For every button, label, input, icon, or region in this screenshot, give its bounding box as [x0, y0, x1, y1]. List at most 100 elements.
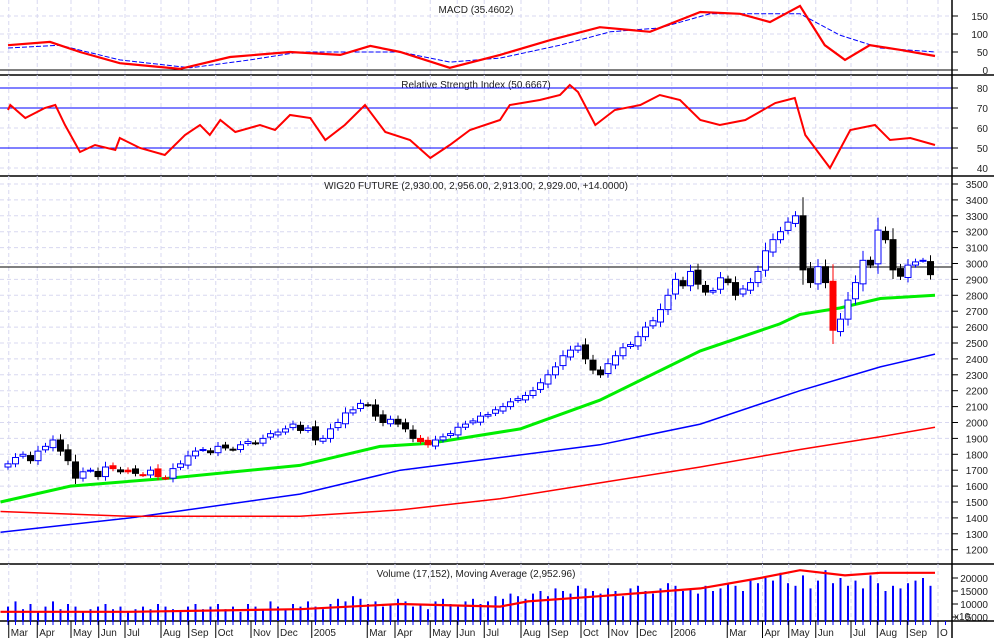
candle-body: [807, 268, 814, 284]
candle-body: [394, 418, 402, 425]
candle-body: [829, 280, 837, 331]
volume-bar: [389, 604, 392, 621]
volume-bar: [787, 583, 789, 621]
candle-body: [87, 469, 94, 472]
candle-body: [327, 428, 334, 439]
candle-body: [589, 359, 597, 371]
candle-body: [679, 280, 687, 287]
candle-body: [799, 215, 807, 271]
candle-body: [64, 449, 72, 462]
y-tick-label: 50: [977, 48, 989, 59]
y-tick-label: 3100: [966, 244, 989, 255]
volume-bar: [862, 588, 864, 621]
candle-body: [889, 239, 897, 271]
macd-title: MACD (35.4602): [438, 5, 513, 16]
volume-bar: [659, 588, 662, 621]
candle-body: [694, 269, 702, 285]
volume-bar: [907, 583, 909, 621]
candle-body: [42, 445, 49, 451]
candle-body: [739, 288, 747, 295]
candle-body: [439, 436, 447, 441]
volume-bar: [644, 591, 647, 621]
volume-bar: [7, 606, 9, 621]
volume-bar: [637, 585, 639, 621]
volume-bar: [517, 596, 519, 621]
candle-body: [657, 309, 664, 323]
volume-bar: [82, 611, 84, 621]
volume-bar: [359, 598, 362, 621]
candle-body: [424, 439, 432, 446]
volume-bar: [727, 583, 729, 621]
volume-bar: [187, 606, 189, 621]
volume-bar: [352, 596, 354, 621]
candle-body: [762, 250, 769, 271]
volume-bar: [464, 601, 467, 621]
volume-bar: [622, 596, 624, 621]
candle-body: [207, 450, 214, 454]
volume-bar: [742, 591, 744, 621]
candle-body: [529, 390, 537, 396]
volume-bar: [427, 609, 429, 621]
candle-body: [897, 268, 904, 277]
volume-bar: [269, 601, 272, 621]
volume-bar: [547, 596, 549, 621]
volume-bar: [892, 585, 894, 621]
candle-body: [402, 422, 409, 430]
volume-bar: [839, 578, 842, 621]
candle-body: [784, 221, 792, 231]
candle-body: [289, 423, 297, 429]
volume-title: Volume (17,152), Moving Average (2,952.9…: [377, 569, 576, 580]
volume-bar: [479, 604, 482, 621]
y-tick-label: 1300: [966, 530, 989, 541]
candle-body: [777, 231, 784, 241]
volume-bar: [869, 575, 872, 621]
candle-body: [252, 442, 259, 445]
volume-bar: [97, 606, 99, 621]
x-tick-label: Jun: [101, 628, 117, 638]
volume-bar: [607, 588, 609, 621]
candle-body: [724, 278, 732, 284]
volume-bar: [562, 591, 564, 621]
candle-body: [664, 294, 672, 311]
candle-body: [792, 215, 799, 224]
candle-body: [244, 441, 252, 444]
candle-body: [462, 423, 469, 428]
x-tick-label: Mar: [11, 628, 29, 638]
x-tick-label: Aug: [163, 628, 181, 638]
volume-bar: [419, 604, 422, 621]
volume-bar: [569, 593, 572, 621]
x-tick-label: Aug: [523, 628, 541, 638]
candle-body: [282, 428, 289, 433]
volume-bar: [382, 606, 384, 621]
y-tick-label: 1500: [966, 498, 989, 509]
x-tick-label: Jun: [818, 628, 834, 638]
volume-bar: [44, 606, 47, 621]
volume-bar: [472, 598, 474, 621]
candle-body: [154, 468, 162, 478]
candle-body: [672, 278, 679, 295]
x-tick-label: Apr: [765, 628, 781, 638]
x-tick-label: Jun: [459, 628, 475, 638]
x-tick-label: Sep: [551, 628, 569, 638]
candle-body: [102, 466, 109, 478]
candle-body: [267, 433, 274, 438]
x-tick-label: Sep: [191, 628, 209, 638]
candle-body: [117, 469, 124, 473]
volume-bar: [164, 606, 167, 621]
candle-body: [874, 229, 882, 265]
candle-body: [844, 299, 852, 320]
candle-body: [477, 415, 484, 423]
volume-bar: [194, 604, 197, 621]
candle-body: [634, 336, 642, 347]
y-tick-label: 2800: [966, 291, 989, 302]
candle-body: [12, 456, 19, 465]
x-tick-label: 2005: [314, 628, 337, 638]
volume-bar: [487, 601, 489, 621]
volume-bar: [817, 580, 819, 621]
candle-body: [34, 450, 42, 462]
volume-bar: [682, 591, 684, 621]
candle-body: [372, 404, 379, 417]
x-tick-label: May: [73, 628, 92, 638]
x-tick-label: Jul: [853, 628, 866, 638]
